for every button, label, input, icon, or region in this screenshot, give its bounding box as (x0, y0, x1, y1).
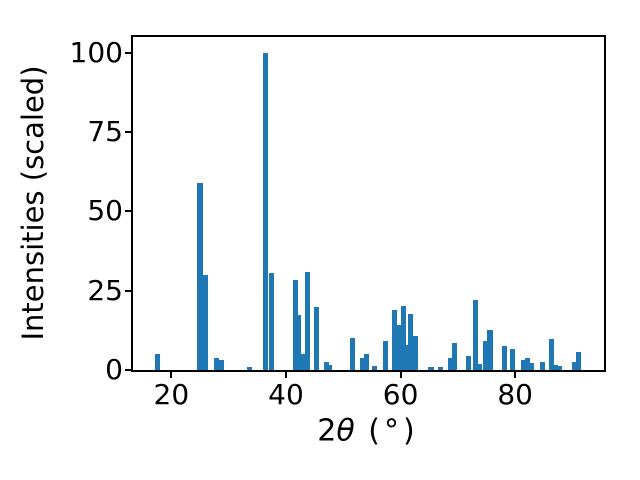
bar (372, 365, 378, 370)
bar (323, 362, 329, 370)
bar (465, 355, 471, 370)
bar (528, 362, 534, 370)
x-axis-tick-label: 40 (268, 378, 304, 411)
y-axis-tick-label: 0 (105, 353, 123, 386)
bar (400, 305, 407, 370)
y-axis-tick (125, 131, 131, 134)
bar (301, 353, 307, 370)
x-axis-label-prefix: 2 (317, 413, 337, 449)
y-axis-tick-label: 75 (87, 115, 123, 149)
bar (472, 300, 478, 370)
bar (359, 358, 365, 370)
bar (349, 338, 356, 370)
x-axis-tick (284, 372, 287, 378)
bar (200, 322, 206, 370)
bar (292, 279, 298, 370)
bar (363, 354, 369, 370)
bar (305, 271, 311, 370)
bar (197, 182, 203, 370)
bar (326, 365, 332, 370)
bar (268, 273, 274, 370)
bar (476, 363, 482, 370)
x-axis-tick (514, 372, 517, 378)
bar (552, 364, 558, 370)
bar (262, 52, 268, 370)
bar (408, 313, 414, 370)
bar (382, 341, 388, 370)
x-axis-tick (399, 372, 402, 378)
x-axis-tick-label: 20 (153, 378, 190, 411)
bar (247, 367, 253, 370)
x-axis-label: 2θ (°) (317, 414, 418, 449)
bar (487, 330, 493, 370)
x-axis-tick (170, 372, 173, 378)
bar (437, 366, 443, 370)
bar (483, 341, 489, 370)
bar (396, 324, 403, 370)
y-axis-tick (125, 369, 131, 371)
bar (203, 274, 209, 370)
bar (412, 336, 419, 370)
theta-symbol: θ (336, 413, 355, 449)
bar (556, 366, 562, 370)
bar (428, 367, 434, 370)
bar (524, 357, 530, 370)
y-axis-tick (125, 289, 131, 292)
bar (404, 344, 411, 370)
x-axis-tick-label: 60 (382, 378, 419, 411)
y-axis-tick (125, 51, 131, 54)
bar (313, 306, 319, 370)
y-axis-tick-label: 25 (87, 273, 123, 307)
bar (520, 359, 526, 370)
bar (447, 357, 454, 370)
bar (296, 314, 302, 370)
bar (510, 349, 516, 370)
plot-area (131, 35, 606, 372)
y-axis-tick-label: 50 (87, 194, 123, 228)
y-axis-tick (125, 210, 131, 213)
bar (548, 338, 554, 370)
bar (501, 345, 507, 370)
bar (576, 351, 582, 370)
y-axis-tick-label: 100 (69, 35, 123, 69)
bar (392, 309, 398, 370)
bar (540, 362, 546, 370)
bar (155, 353, 161, 370)
bar (451, 343, 458, 370)
x-axis-label-unit: (°) (354, 413, 419, 449)
bar (214, 357, 220, 370)
x-axis-tick-label: 80 (497, 378, 534, 411)
bar (572, 362, 578, 370)
bar (219, 360, 225, 370)
